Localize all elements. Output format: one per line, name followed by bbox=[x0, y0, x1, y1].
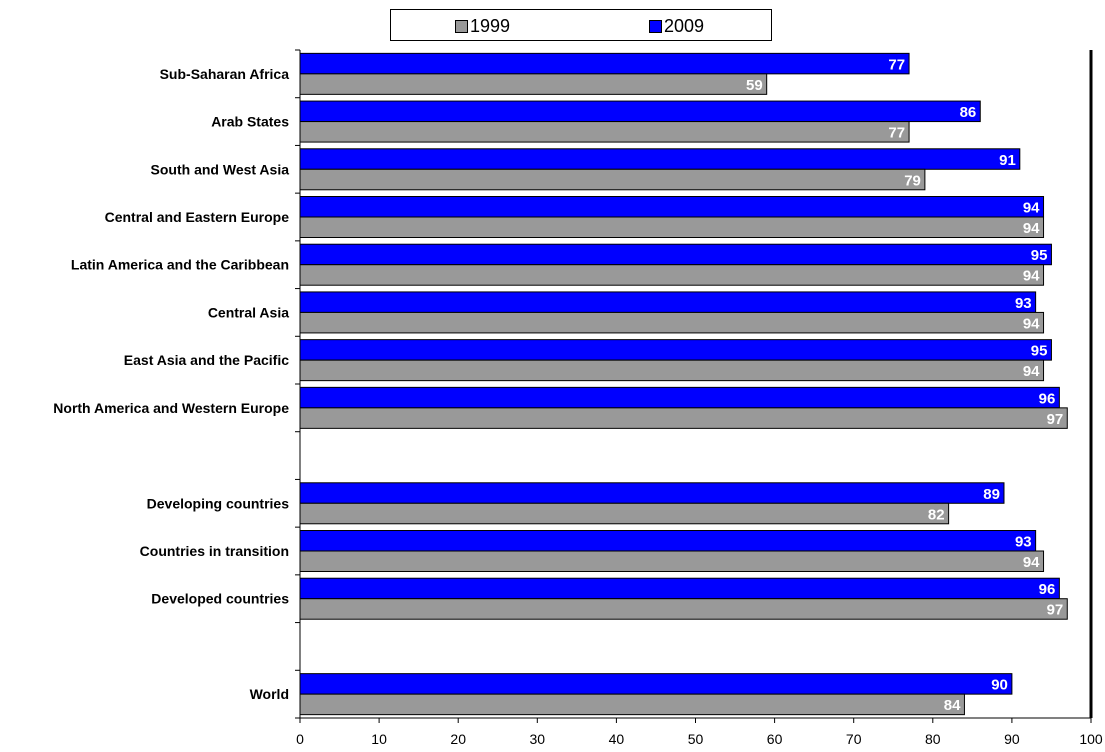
bar-1999 bbox=[299, 168, 926, 191]
value-label-1999: 94 bbox=[1023, 220, 1040, 237]
legend-swatch-1999 bbox=[455, 20, 468, 33]
value-label-2009: 95 bbox=[1031, 343, 1048, 360]
category-label: Countries in transition bbox=[140, 543, 289, 559]
x-tick-label: 100 bbox=[1079, 731, 1103, 747]
bar-2009 bbox=[299, 339, 1052, 361]
value-label-2009: 91 bbox=[999, 152, 1016, 169]
bar-2009 bbox=[299, 673, 1013, 695]
bar-2009 bbox=[299, 291, 1037, 313]
value-label-2009: 86 bbox=[960, 104, 977, 121]
value-label-1999: 82 bbox=[928, 506, 945, 523]
bar-2009 bbox=[299, 148, 1021, 170]
value-label-2009: 93 bbox=[1015, 534, 1032, 551]
bar-1999 bbox=[299, 311, 1045, 334]
value-label-2009: 93 bbox=[1015, 295, 1032, 312]
bar-2009 bbox=[299, 482, 1005, 504]
value-label-1999: 79 bbox=[904, 172, 921, 189]
category-label: Developing countries bbox=[147, 495, 290, 511]
category-label: East Asia and the Pacific bbox=[124, 352, 289, 368]
bar-1999 bbox=[299, 550, 1045, 572]
value-label-1999: 94 bbox=[1023, 554, 1040, 571]
bar-2009 bbox=[299, 577, 1060, 600]
bar-2009 bbox=[299, 243, 1052, 266]
bar-1999 bbox=[299, 693, 965, 716]
bar-1999 bbox=[299, 216, 1045, 238]
bar-1999 bbox=[299, 121, 910, 143]
category-label: South and West Asia bbox=[151, 161, 290, 177]
legend-item-2009: 2009 bbox=[649, 16, 704, 37]
bar-2009 bbox=[299, 196, 1045, 218]
category-label: Sub-Saharan Africa bbox=[160, 66, 290, 82]
value-label-1999: 97 bbox=[1047, 411, 1064, 428]
legend-label-2009: 2009 bbox=[664, 16, 705, 36]
x-tick-label: 80 bbox=[925, 731, 941, 747]
bar-1999 bbox=[299, 407, 1068, 429]
category-label: World bbox=[250, 686, 289, 702]
category-label: Arab States bbox=[211, 114, 289, 130]
x-tick-label: 90 bbox=[1004, 731, 1020, 747]
value-label-2009: 94 bbox=[1023, 200, 1040, 217]
value-label-2009: 89 bbox=[983, 486, 1000, 503]
x-tick-label: 50 bbox=[688, 731, 704, 747]
legend-label-1999: 1999 bbox=[470, 16, 511, 36]
value-label-1999: 94 bbox=[1023, 315, 1040, 332]
bar-1999 bbox=[299, 73, 768, 95]
bar-2009 bbox=[299, 52, 910, 75]
legend: 1999 2009 bbox=[390, 9, 772, 41]
value-label-1999: 94 bbox=[1023, 268, 1040, 285]
legend-swatch-2009 bbox=[649, 20, 662, 33]
x-tick-label: 0 bbox=[296, 731, 304, 747]
value-label-2009: 90 bbox=[991, 677, 1008, 694]
category-label: Latin America and the Caribbean bbox=[71, 257, 289, 273]
bar-2009 bbox=[299, 530, 1037, 552]
x-tick-label: 10 bbox=[371, 731, 387, 747]
value-label-2009: 77 bbox=[888, 56, 905, 73]
x-tick-label: 70 bbox=[846, 731, 862, 747]
bar-1999 bbox=[299, 359, 1045, 382]
value-label-1999: 77 bbox=[888, 125, 905, 142]
value-label-2009: 96 bbox=[1039, 581, 1056, 598]
category-label: Central and Eastern Europe bbox=[105, 209, 290, 225]
bar-1999 bbox=[299, 264, 1045, 286]
value-label-1999: 59 bbox=[746, 77, 763, 94]
x-tick-label: 30 bbox=[530, 731, 546, 747]
value-label-2009: 95 bbox=[1031, 247, 1048, 264]
bar-2009 bbox=[299, 386, 1060, 409]
x-tick-label: 40 bbox=[609, 731, 625, 747]
value-label-2009: 96 bbox=[1039, 390, 1056, 407]
x-tick-label: 20 bbox=[450, 731, 466, 747]
category-label: North America and Western Europe bbox=[53, 400, 289, 416]
value-label-1999: 97 bbox=[1047, 602, 1064, 619]
bar-2009 bbox=[299, 100, 981, 123]
value-label-1999: 94 bbox=[1023, 363, 1040, 380]
category-label: Developed countries bbox=[151, 591, 289, 607]
category-label: Central Asia bbox=[208, 304, 289, 320]
bar-1999 bbox=[299, 598, 1068, 620]
legend-item-1999: 1999 bbox=[455, 16, 510, 37]
x-tick-label: 60 bbox=[767, 731, 783, 747]
value-label-1999: 84 bbox=[944, 697, 961, 714]
bar-1999 bbox=[299, 502, 950, 525]
